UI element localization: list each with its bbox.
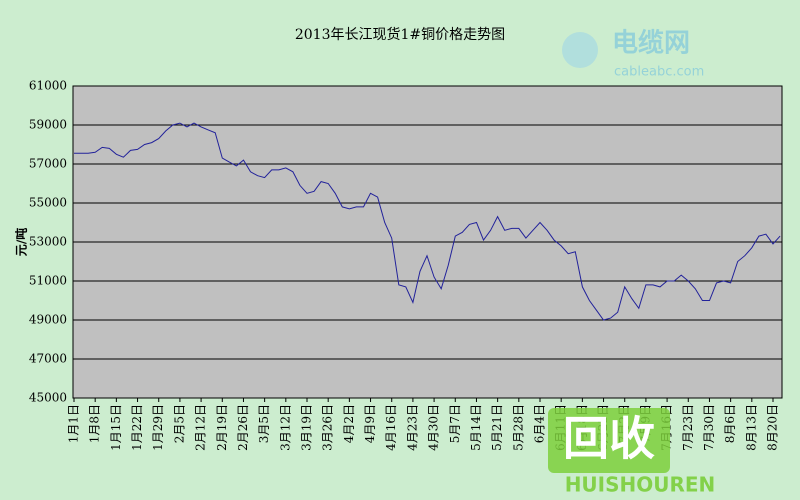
y-tick-label: 57000 [29,157,67,171]
x-tick-label: 1月22日 [130,404,144,451]
y-tick-label: 53000 [29,235,67,249]
x-tick-label: 4月23日 [405,404,419,451]
x-tick-label: 4月16日 [384,404,398,451]
x-tick-label: 3月12日 [278,404,292,451]
x-tick-label: 2月5日 [172,404,186,443]
x-tick-label: 5月7日 [448,404,462,443]
y-tick-label: 55000 [29,196,67,210]
x-tick-label: 3月5日 [257,404,271,443]
y-tick-label: 47000 [29,352,67,366]
x-tick-label: 1月29日 [151,404,165,451]
y-tick-label: 61000 [29,79,67,93]
x-tick-label: 5月21日 [490,404,504,451]
x-tick-label: 5月14日 [469,404,483,451]
x-tick-label: 2月12日 [194,404,208,451]
y-tick-label: 51000 [29,274,67,288]
x-tick-label: 8月20日 [766,404,780,451]
y-axis-label: 元/吨 [14,228,29,256]
x-tick-label: 4月30日 [427,404,441,451]
x-tick-label: 5月28日 [511,404,525,451]
x-tick-label: 2月19日 [215,404,229,451]
x-tick-label: 4月9日 [363,404,377,443]
x-tick-label: 1月15日 [109,404,123,451]
y-tick-label: 45000 [29,391,67,405]
y-tick-label: 59000 [29,118,67,132]
logo-box [548,408,670,473]
x-tick-label: 8月13日 [744,404,758,451]
watermark: 回收 [563,412,655,466]
logo-icon [562,32,598,68]
watermark: HUISHOUREN [565,473,716,497]
x-tick-label: 2月26日 [236,404,250,451]
x-tick-label: 1月8日 [88,404,102,443]
x-tick-label: 3月26日 [321,404,335,451]
x-tick-label: 4月2日 [342,404,356,443]
x-tick-label: 7月30日 [702,404,716,451]
x-tick-label: 8月6日 [723,404,737,443]
x-tick-label: 7月23日 [681,404,695,451]
price-line [74,122,781,321]
x-tick-label: 6月4日 [533,404,547,443]
x-tick-label: 1月1日 [67,404,81,443]
watermark: 电缆网 [612,28,690,59]
watermark: cableabc.com [614,65,704,80]
x-tick-label: 3月19日 [300,404,314,451]
chart-title: 2013年长江现货1#铜价格走势图 [295,26,505,43]
y-tick-label: 49000 [29,313,67,327]
